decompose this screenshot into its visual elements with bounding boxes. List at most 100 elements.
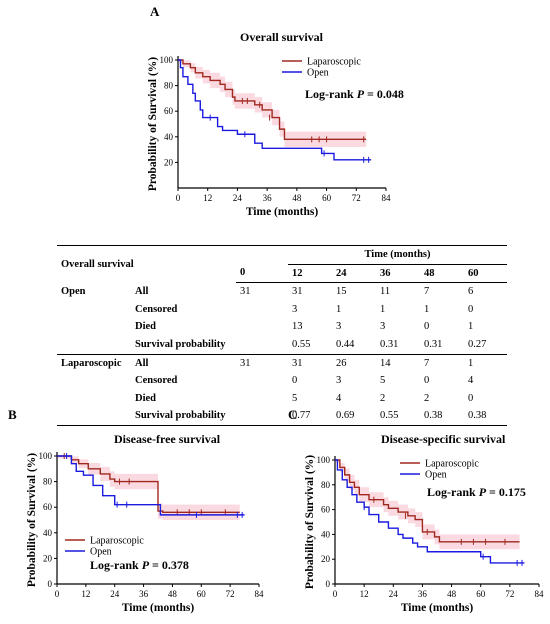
- survival-curve-laparoscopic: [178, 59, 367, 141]
- log-rank-prefix: Log-rank: [427, 485, 479, 499]
- risk-table-cell: [236, 301, 288, 319]
- x-tick-label: 84: [255, 589, 265, 599]
- risk-table-row: Survival probability 0.55 0.44 0.31 0.31 0.27: [57, 336, 507, 354]
- survival-curve-open: [335, 459, 525, 564]
- time-point: 48: [420, 264, 464, 284]
- risk-table-cell: [236, 390, 288, 408]
- risk-table-row: Died 5 4 2 2 0: [57, 390, 507, 408]
- group-name: [57, 318, 135, 336]
- log-rank-prefix: Log-rank: [305, 87, 357, 101]
- group-name: [57, 372, 135, 390]
- group-name: Laparoscopic: [57, 353, 135, 373]
- y-tick-label: 60: [321, 505, 331, 515]
- risk-table-cell: 0: [468, 392, 474, 404]
- risk-table: Overall survival Time (months) 0 12 24 3…: [57, 244, 507, 426]
- risk-table-cell: 4: [468, 375, 474, 387]
- risk-table-cell: 31: [236, 353, 288, 373]
- log-rank-annotation: Log-rank P = 0.175: [427, 485, 526, 499]
- log-rank-annotation: Log-rank P = 0.048: [305, 87, 404, 101]
- confidence-band: [57, 456, 240, 520]
- x-tick-label: 0: [176, 193, 181, 203]
- risk-table-cell: 3: [336, 321, 342, 333]
- x-tick-label: 36: [418, 589, 428, 599]
- row-label: Died: [135, 392, 156, 404]
- legend-label-open: Open: [307, 68, 329, 79]
- y-axis-label: Probability of Survival (%): [26, 453, 38, 587]
- x-tick-label: 0: [55, 589, 60, 599]
- log-rank-value: = 0.378: [149, 558, 189, 572]
- x-axis-label: Time (months): [122, 602, 194, 614]
- risk-table-cell: 2: [380, 392, 386, 404]
- time-point: 60: [464, 264, 507, 284]
- risk-table-cell: 0.38: [464, 407, 507, 426]
- x-tick-label: 12: [360, 589, 369, 599]
- legend-label-laparoscopic: Laparoscopic: [90, 536, 144, 547]
- risk-table-cell: 7: [420, 353, 464, 373]
- x-tick-label: 84: [382, 193, 392, 203]
- chart-title-disease-specific: Disease-specific survival: [381, 432, 506, 446]
- group-name: Open: [61, 285, 86, 297]
- row-label: Censored: [135, 303, 178, 315]
- risk-table-cell: 0.38: [420, 407, 464, 426]
- risk-table-cell: [236, 407, 288, 426]
- risk-table-cell: 14: [376, 353, 420, 373]
- risk-table-cell: 0.27: [468, 338, 487, 350]
- group-name: [57, 336, 135, 354]
- risk-table-cell: [236, 372, 288, 390]
- risk-table-cell: 5: [292, 392, 298, 404]
- risk-table-cell: 6: [468, 286, 474, 298]
- risk-table-row: Open All 31 31 15 11 7 6: [57, 283, 507, 301]
- risk-table-cell: 1: [424, 303, 430, 315]
- y-tick-label: 100: [160, 55, 174, 65]
- panel-label-b: B: [8, 407, 17, 422]
- log-rank-value: = 0.048: [364, 87, 404, 101]
- risk-table-cell: [236, 336, 288, 354]
- survival-curve-open: [57, 455, 245, 516]
- risk-table-cell: 0: [468, 303, 474, 315]
- time-point: 36: [376, 264, 420, 284]
- time-point: 12: [288, 264, 332, 284]
- risk-table-cell: 1: [380, 303, 386, 315]
- survival-curve-laparoscopic: [335, 459, 520, 543]
- group-name: [57, 301, 135, 319]
- risk-table-cell: 0.31: [424, 338, 443, 350]
- risk-table-cell: 0: [424, 321, 430, 333]
- x-tick-label: 84: [535, 589, 545, 599]
- y-tick-label: 20: [43, 553, 53, 563]
- x-axis-label: Time (months): [401, 602, 473, 614]
- risk-table-cell: 1: [468, 321, 474, 333]
- risk-table-cell: 0.55: [376, 407, 420, 426]
- legend-label-open: Open: [425, 470, 447, 481]
- x-tick-label: 60: [197, 589, 207, 599]
- risk-table-cell: 2: [424, 392, 430, 404]
- x-tick-label: 60: [322, 193, 332, 203]
- risk-table-row: Censored 3 1 1 1 0: [57, 301, 507, 319]
- log-rank-prefix: Log-rank: [90, 558, 142, 572]
- x-tick-label: 48: [292, 193, 302, 203]
- x-tick-label: 72: [352, 193, 361, 203]
- y-tick-label: 60: [43, 502, 53, 512]
- y-tick-label: 20: [321, 554, 331, 564]
- plot-area: 20 40 60 80 100 0 12 24 36 48 60 72 84 Time (months) P…: [147, 55, 404, 218]
- y-tick-label: 0: [48, 579, 53, 589]
- x-axis-label: Time (months): [246, 206, 318, 218]
- risk-table-cell: 7: [424, 286, 430, 298]
- y-axis-label: Probability of Survival (%): [147, 57, 159, 191]
- time-header: Time (months): [288, 245, 507, 265]
- y-tick-label: 80: [321, 480, 331, 490]
- risk-table-cell: 26: [332, 353, 376, 373]
- log-rank-value: = 0.175: [486, 485, 526, 499]
- risk-table-cell: 0.31: [380, 338, 399, 350]
- chart-title-disease-free: Disease-free survival: [114, 432, 221, 446]
- legend-label-laparoscopic: Laparoscopic: [307, 57, 361, 68]
- x-tick-label: 0: [333, 589, 338, 599]
- risk-table-cell: 5: [380, 375, 386, 387]
- x-tick-label: 36: [263, 193, 273, 203]
- time-point: 0: [236, 264, 288, 284]
- risk-table-cell: 1: [464, 353, 507, 373]
- legend-label-open: Open: [90, 547, 112, 558]
- y-tick-label: 0: [326, 579, 331, 589]
- risk-table-row: Laparoscopic All 31 31 26 14 7 1: [57, 353, 507, 373]
